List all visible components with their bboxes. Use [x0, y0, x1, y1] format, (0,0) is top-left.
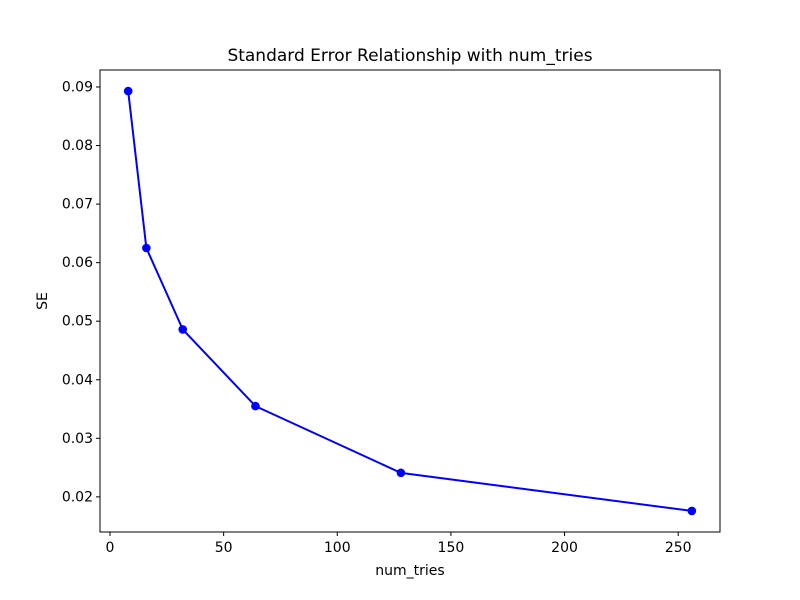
x-tick-label: 250	[665, 540, 692, 556]
axes-layer: 0 50 100 150 200 250 0.02 0.03 0.04 0.05 0.06 0.07 0…	[62, 69, 721, 556]
y-tick-label: 0.04	[62, 372, 93, 388]
y-tick-label: 0.09	[62, 79, 93, 95]
x-axis-label: num_tries	[375, 563, 444, 579]
chart-title: Standard Error Relationship with num_tri…	[227, 46, 592, 66]
y-tick-label: 0.05	[62, 314, 93, 330]
x-tick-label: 150	[438, 540, 465, 556]
y-tick-label: 0.08	[62, 138, 93, 154]
data-point-marker	[123, 86, 133, 96]
data-point-marker	[251, 401, 260, 411]
data-point-marker	[687, 506, 697, 516]
line-series	[123, 86, 697, 516]
y-tick-label: 0.07	[62, 197, 93, 213]
x-tick-label: 100	[324, 540, 351, 556]
x-tick-label: 200	[551, 540, 578, 556]
data-point-marker	[396, 468, 406, 478]
se-line	[127, 90, 693, 512]
y-tick-label: 0.06	[62, 255, 93, 271]
x-tick-label: 50	[215, 540, 233, 556]
y-tick-label: 0.02	[62, 489, 93, 505]
y-tick-label: 0.03	[62, 431, 93, 447]
y-axis-label: SE	[35, 292, 51, 310]
axes-frame	[99, 69, 721, 533]
x-tick-label: 0	[106, 540, 115, 556]
data-point-marker	[178, 325, 188, 334]
data-point-marker	[142, 243, 151, 253]
